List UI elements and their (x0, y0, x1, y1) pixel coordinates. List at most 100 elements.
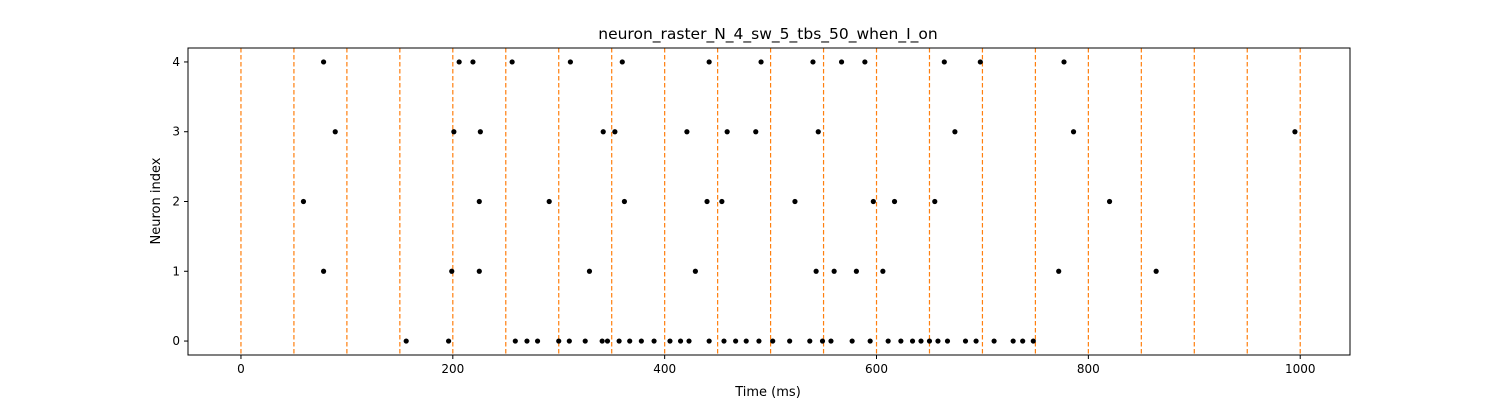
spike-marker (470, 59, 476, 65)
spike-marker (941, 59, 947, 65)
spike-marker (991, 338, 997, 344)
spike-marker (300, 198, 307, 205)
spike-marker (627, 338, 633, 344)
x-tick-label: 800 (1077, 362, 1100, 376)
x-tick-label: 200 (441, 362, 464, 376)
x-tick-label: 1000 (1285, 362, 1316, 376)
spike-marker (704, 198, 710, 205)
spike-marker (815, 129, 821, 135)
spike-marker (524, 338, 530, 344)
spike-marker (885, 338, 891, 344)
y-tick-label: 0 (172, 334, 180, 348)
spike-marker (612, 129, 618, 135)
spike-marker (667, 338, 673, 344)
spike-marker (758, 59, 764, 65)
spike-marker (862, 59, 868, 65)
spike-marker (853, 268, 859, 274)
spike-marker (451, 129, 457, 135)
spike-marker (898, 338, 904, 344)
spike-marker (880, 268, 886, 274)
spike-marker (586, 268, 593, 274)
spike-marker (706, 338, 712, 344)
spike-marker (582, 338, 588, 344)
spike-marker (807, 338, 813, 344)
spike-marker (753, 129, 759, 135)
spike-marker (932, 198, 938, 205)
spike-marker (534, 338, 541, 344)
spike-marker (604, 338, 611, 344)
spike-marker (828, 338, 834, 344)
y-axis-ticks: 0 1 2 3 4 (172, 55, 188, 348)
spike-marker (952, 129, 958, 135)
spike-marker (686, 338, 692, 344)
spike-marker (944, 338, 951, 344)
spike-marker (849, 338, 855, 344)
spike-marker (566, 338, 572, 344)
spike-marker (556, 338, 562, 344)
spike-marker (810, 59, 816, 65)
spike-marker (891, 198, 898, 205)
spike-marker (320, 268, 327, 274)
spike-marker (935, 338, 941, 344)
spike-marker (770, 338, 776, 344)
spike-marker (831, 268, 837, 274)
spike-marker (926, 338, 933, 344)
spike-marker (1106, 198, 1113, 205)
spike-marker (721, 338, 727, 344)
plot-area-frame (187, 47, 1351, 356)
spike-marker (962, 338, 969, 344)
spike-markers (300, 59, 1298, 344)
x-tick-label: 400 (653, 362, 676, 376)
spike-marker (332, 129, 338, 135)
y-tick-label: 3 (172, 125, 180, 139)
spike-marker (403, 338, 409, 344)
spike-marker (756, 338, 762, 344)
spike-marker (477, 129, 483, 135)
spike-marker (692, 268, 698, 274)
x-tick-label: 600 (865, 362, 888, 376)
spike-marker (599, 338, 605, 344)
spike-marker (819, 338, 826, 344)
spike-marker (509, 59, 515, 65)
chart-title: neuron_raster_N_4_sw_5_tbs_50_when_I_on (598, 25, 937, 44)
y-tick-label: 4 (172, 55, 180, 69)
spike-marker (677, 338, 684, 344)
spike-marker (512, 338, 518, 344)
spike-marker (743, 338, 749, 344)
spike-marker (619, 59, 625, 65)
spike-marker (973, 338, 979, 344)
x-axis-ticks: 0 200 400 600 800 1000 (237, 355, 1315, 376)
y-tick-label: 2 (172, 195, 180, 209)
spike-marker (651, 338, 657, 344)
spike-marker (638, 338, 644, 344)
spike-marker (1010, 338, 1016, 344)
spike-marker (567, 59, 573, 65)
spike-marker (792, 198, 798, 205)
spike-marker (476, 198, 482, 205)
spike-marker (1153, 268, 1159, 274)
spike-marker (476, 268, 482, 274)
spike-marker (1061, 59, 1067, 65)
spike-marker (909, 338, 916, 344)
spike-marker (546, 198, 552, 205)
spike-marker (838, 59, 845, 65)
spike-marker (1070, 129, 1077, 135)
x-tick-label: 0 (237, 362, 245, 376)
spike-marker (977, 59, 983, 65)
time-bin-lines (240, 48, 1301, 355)
spike-marker (449, 268, 455, 274)
spike-marker (621, 198, 628, 205)
spike-marker (1030, 338, 1036, 344)
spike-marker (918, 338, 924, 344)
spike-marker (1292, 129, 1298, 135)
spike-marker (733, 338, 739, 344)
spike-marker (719, 198, 725, 205)
x-axis-label: Time (ms) (734, 385, 801, 400)
spike-marker (1056, 268, 1062, 274)
spike-marker (616, 338, 622, 344)
spike-marker (600, 129, 606, 135)
spike-marker (813, 268, 819, 274)
spike-marker (724, 129, 730, 135)
spike-marker (706, 59, 712, 65)
